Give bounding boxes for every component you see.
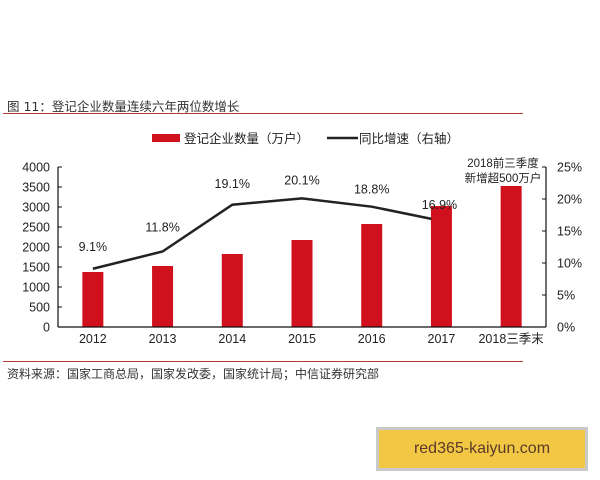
left-tick-label: 500 (29, 301, 50, 315)
bar-2013 (152, 266, 174, 327)
x-tick-label: 2014 (218, 332, 246, 346)
x-tick-label: 2012 (79, 332, 107, 346)
watermark-banner: red365-kaiyun.com (376, 427, 588, 471)
x-tick-label: 2018三季末 (478, 332, 544, 346)
x-tick-label: 2013 (149, 332, 177, 346)
figure-title: 图 11：登记企业数量连续六年两位数增长 (7, 99, 240, 114)
left-tick-label: 0 (43, 321, 50, 335)
bar-2017 (430, 206, 452, 327)
right-tick-label: 20% (557, 193, 582, 207)
growth-label: 20.1% (284, 173, 319, 187)
left-tick-label: 2000 (22, 241, 50, 255)
watermark-text: red365-kaiyun.com (413, 440, 551, 457)
title-divider (3, 113, 523, 114)
right-tick-label: 15% (557, 225, 582, 239)
growth-label: 19.1% (215, 177, 250, 191)
right-tick-label: 0% (557, 321, 575, 335)
left-tick-label: 1000 (22, 281, 50, 295)
x-tick-label: 2017 (428, 332, 456, 346)
growth-label: 18.8% (354, 183, 389, 197)
legend-bar-label: 登记企业数量（万户） (184, 131, 309, 146)
growth-label: 16.9% (422, 198, 457, 212)
bar-2012 (82, 272, 104, 327)
left-tick-label: 3000 (22, 201, 50, 215)
x-tick-label: 2016 (358, 332, 386, 346)
bar-2015 (291, 240, 313, 327)
annotation-line2: 新增超500万户 (465, 171, 542, 185)
left-tick-label: 2500 (22, 221, 50, 235)
source-divider (3, 361, 523, 362)
x-tick-label: 2015 (288, 332, 316, 346)
source-note: 资料来源：国家工商总局，国家发改委，国家统计局；中信证券研究部 (7, 367, 380, 381)
legend-bar-swatch (152, 134, 180, 142)
growth-label: 11.8% (145, 220, 180, 234)
growth-label: 9.1% (79, 240, 108, 254)
bar-2016 (361, 224, 383, 327)
left-tick-label: 1500 (22, 261, 50, 275)
right-tick-label: 25% (557, 161, 582, 175)
legend-line-label: 同比增速（右轴） (359, 131, 459, 146)
right-tick-label: 10% (557, 257, 582, 271)
left-tick-label: 3500 (22, 181, 50, 195)
annotation-line1: 2018前三季度 (467, 156, 539, 170)
bar-2018三季末 (500, 186, 522, 327)
growth-rate-line (92, 197, 432, 270)
right-tick-label: 5% (557, 289, 575, 303)
left-tick-label: 4000 (22, 161, 50, 175)
bar-2014 (221, 254, 243, 327)
